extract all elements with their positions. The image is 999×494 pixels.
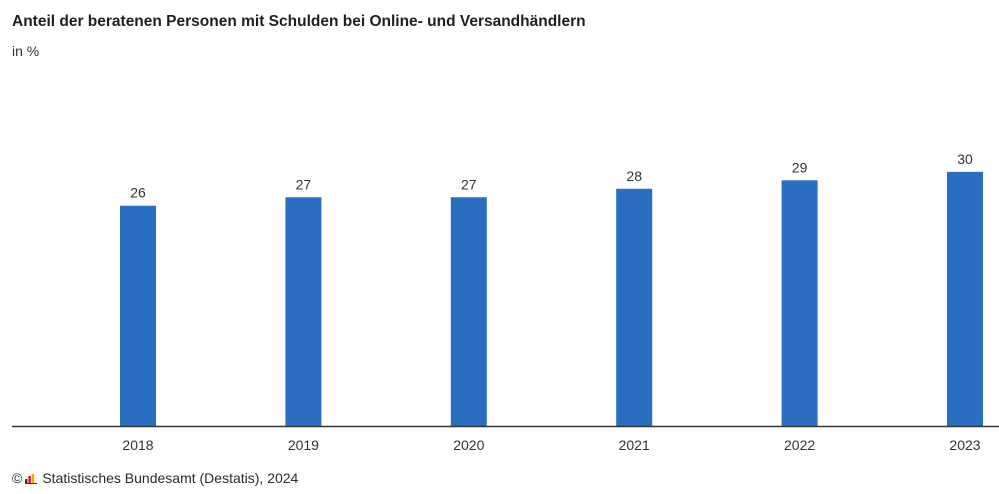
x-tick-label-2018: 2018 — [122, 437, 153, 453]
x-tick-label-2023: 2023 — [949, 437, 980, 453]
bar-2019 — [285, 197, 322, 426]
chart-title: Anteil der beratenen Personen mit Schuld… — [12, 13, 586, 30]
value-label-2021: 28 — [626, 168, 642, 184]
bar-2023 — [947, 171, 983, 426]
source-footer: © Statistisches Bundesamt (Destatis), 20… — [12, 470, 298, 486]
source-text: Statistisches Bundesamt (Destatis), 2024 — [42, 470, 299, 486]
copyright-symbol: © — [12, 470, 23, 486]
bar-2022 — [781, 180, 818, 426]
x-tick-label-2020: 2020 — [453, 437, 484, 453]
value-label-2018: 26 — [130, 185, 146, 201]
x-tick-label-2022: 2022 — [784, 437, 815, 453]
x-tick-label-2019: 2019 — [288, 437, 319, 453]
value-label-2023: 30 — [957, 151, 973, 167]
bar-2021 — [616, 188, 653, 426]
value-label-2019: 27 — [296, 176, 312, 192]
destatis-logo-icon — [25, 474, 38, 484]
value-label-2020: 27 — [461, 176, 477, 192]
x-tick-label-2021: 2021 — [619, 437, 650, 453]
bar-2020 — [450, 197, 487, 426]
value-label-2022: 29 — [792, 159, 808, 175]
chart-unit: in % — [12, 43, 40, 59]
bar-2018 — [120, 205, 156, 426]
